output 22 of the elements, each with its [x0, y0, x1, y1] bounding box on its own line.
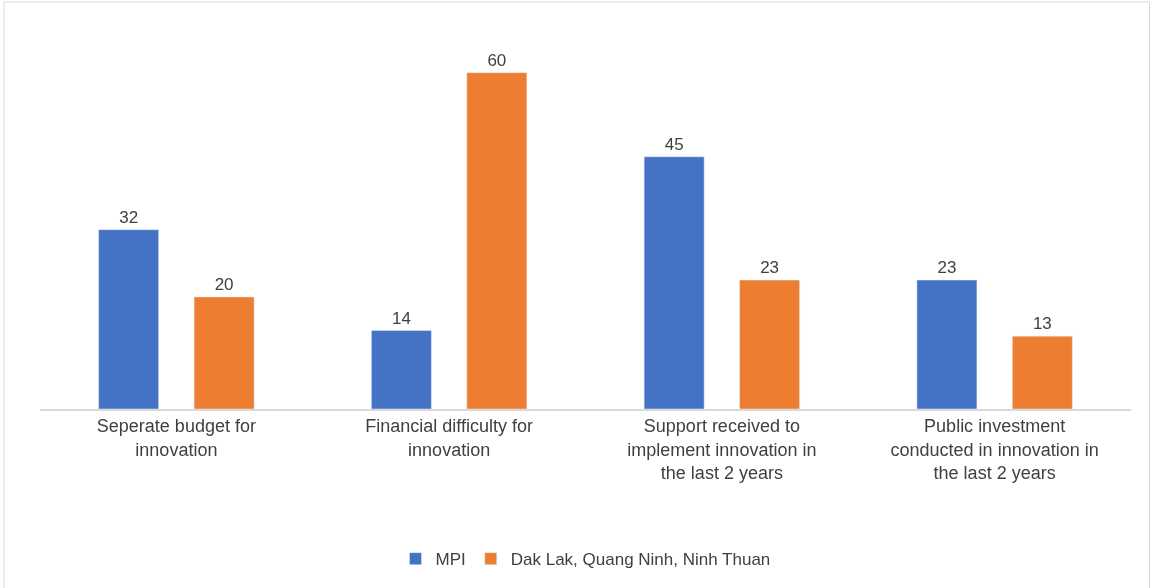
legend-label: MPI: [435, 550, 466, 570]
x-tick-label: Financial difficulty for innovation: [365, 416, 534, 460]
bar: [643, 156, 705, 409]
x-tick-label: Public investment conducted in innovation in the last 2 years: [890, 416, 1099, 484]
x-tick-label: Support received to implement innovation in the last 2 years: [627, 416, 817, 484]
bar: [193, 296, 255, 409]
data-label: 60: [487, 50, 507, 70]
data-label: 32: [119, 207, 139, 227]
bar: [1012, 335, 1073, 409]
data-label: 20: [214, 274, 234, 294]
x-tick-label: Seperate budget for innovation: [96, 416, 256, 460]
data-label: 14: [391, 308, 411, 328]
bar: [98, 229, 159, 409]
data-label: 23: [760, 258, 780, 278]
bar: [466, 72, 528, 409]
legend-label: Dak Lak, Quang Ninh, Ninh Thuan: [510, 550, 771, 570]
bar: [916, 279, 978, 409]
data-label: 45: [664, 134, 684, 154]
data-label: 13: [1032, 314, 1052, 334]
bar: [371, 330, 432, 409]
bar: [739, 279, 800, 409]
data-label: 23: [937, 258, 957, 278]
